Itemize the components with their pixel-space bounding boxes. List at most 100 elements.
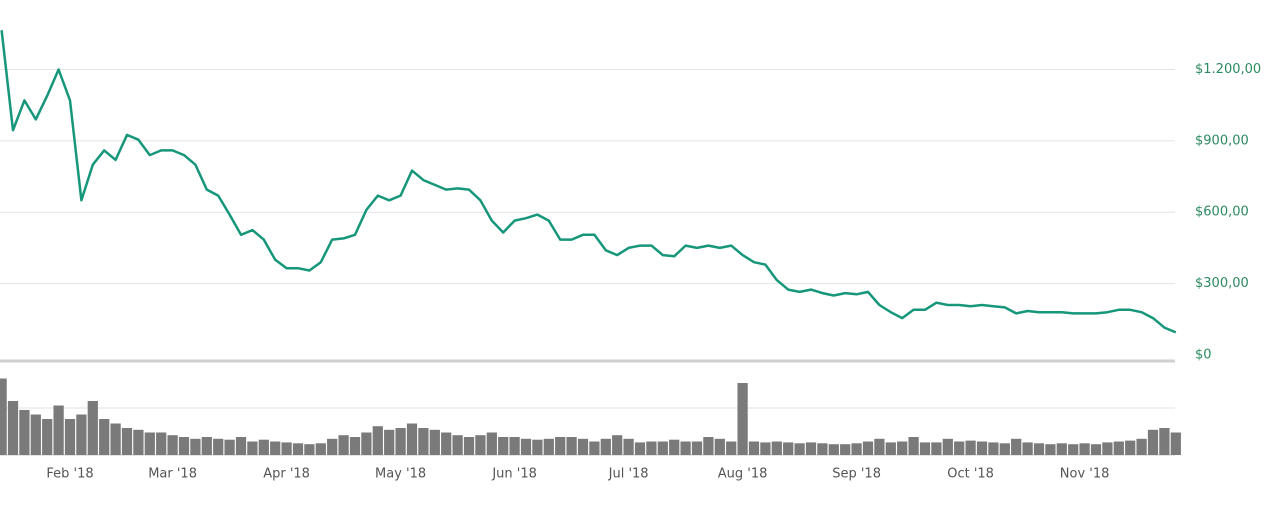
- volume-bar: [475, 435, 486, 455]
- volume-bar: [623, 438, 634, 455]
- volume-bar: [42, 419, 53, 455]
- x-tick-label: Apr '18: [263, 467, 310, 482]
- volume-bar: [315, 443, 326, 455]
- volume-bar: [1079, 443, 1090, 455]
- volume-bar: [520, 438, 532, 455]
- volume-bar: [805, 442, 817, 455]
- volume-bar: [429, 429, 440, 455]
- volume-bar: [794, 443, 805, 455]
- x-tick-label: Nov '18: [1060, 467, 1110, 482]
- volume-bar: [1068, 444, 1079, 455]
- volume-bar: [384, 429, 395, 455]
- x-tick-label: Sep '18: [832, 467, 881, 482]
- volume-bar: [862, 441, 874, 455]
- volume-bar: [144, 432, 155, 455]
- volume-bar: [851, 443, 862, 455]
- x-tick-label: Mar '18: [148, 467, 197, 482]
- volume-bar: [167, 435, 178, 455]
- volume-bar: [270, 441, 281, 455]
- volume-bar: [121, 428, 133, 455]
- volume-bar: [406, 423, 418, 455]
- volume-bar: [76, 414, 87, 455]
- volume-bar: [247, 441, 258, 455]
- volume-bar: [976, 441, 988, 455]
- volume-bar: [156, 432, 167, 455]
- volume-bar: [110, 423, 121, 455]
- volume-bar: [726, 441, 737, 455]
- volume-bar: [566, 437, 577, 455]
- volume-bar: [1170, 432, 1181, 455]
- volume-bar: [714, 438, 725, 455]
- x-tick-label: May '18: [375, 467, 426, 482]
- volume-bar: [281, 442, 292, 455]
- volume-bar: [1033, 443, 1045, 455]
- volume-bar: [190, 438, 201, 455]
- volume-bar: [931, 442, 942, 455]
- volume-bar: [509, 437, 520, 455]
- volume-bar: [817, 443, 828, 455]
- volume-bar: [133, 429, 144, 455]
- volume-bar: [19, 410, 30, 455]
- volume-bar: [828, 444, 839, 455]
- volume-bar: [1102, 442, 1113, 455]
- volume-bar: [213, 438, 224, 455]
- volume-bar: [1056, 443, 1067, 455]
- volume-bar: [338, 435, 349, 455]
- y-tick-label: $1.200,00: [1195, 62, 1261, 77]
- volume-bar: [1147, 429, 1159, 455]
- volume-bar: [600, 438, 611, 455]
- x-tick-label: Jun '18: [491, 467, 537, 482]
- volume-bar: [178, 437, 190, 455]
- volume-bar: [452, 435, 463, 455]
- volume-bar: [771, 441, 782, 455]
- volume-bar: [53, 405, 64, 455]
- price-line: [0, 30, 1177, 334]
- volume-bar: [1022, 442, 1033, 455]
- y-tick-label: $0: [1195, 348, 1212, 363]
- volume-bar: [292, 443, 304, 455]
- volume-bar: [441, 432, 452, 455]
- volume-bar: [760, 442, 771, 455]
- volume-bar: [418, 428, 429, 455]
- volume-bar: [1011, 438, 1022, 455]
- volume-bar: [703, 437, 714, 455]
- volume-bar: [589, 441, 600, 455]
- volume-bar: [7, 401, 19, 455]
- volume-bar: [612, 435, 623, 455]
- volume-bar: [748, 441, 760, 455]
- volume-bar: [0, 378, 7, 455]
- volume-bar: [999, 443, 1010, 455]
- volume-bar: [395, 428, 406, 455]
- volume-bar: [840, 444, 851, 455]
- volume-bar: [1045, 444, 1056, 455]
- volume-bar: [1159, 428, 1170, 455]
- volume-bar: [783, 442, 794, 455]
- volume-bar: [919, 442, 931, 455]
- y-tick-label: $600,00: [1195, 205, 1249, 220]
- volume-bar: [30, 414, 41, 455]
- volume-bar: [555, 437, 566, 455]
- volume-bar: [691, 441, 703, 455]
- volume-bar: [486, 432, 497, 455]
- volume-bar: [737, 383, 748, 455]
- volume-bar: [657, 441, 668, 455]
- volume-bar: [885, 442, 896, 455]
- volume-bar: [646, 441, 657, 455]
- volume-bar: [304, 444, 315, 455]
- volume-bar: [372, 426, 383, 455]
- x-tick-label: Aug '18: [718, 467, 768, 482]
- x-tick-label: Jul '18: [608, 467, 649, 482]
- volume-bar: [258, 439, 269, 455]
- volume-bar: [64, 419, 76, 455]
- volume-bar: [577, 438, 589, 455]
- volume-bar: [634, 442, 646, 455]
- volume-bar: [532, 439, 543, 455]
- volume-bar: [87, 401, 98, 455]
- x-tick-label: Oct '18: [947, 467, 994, 482]
- y-tick-label: $900,00: [1195, 133, 1249, 148]
- volume-bar: [201, 437, 212, 455]
- x-tick-label: Feb '18: [46, 467, 93, 482]
- volume-bar: [1125, 440, 1136, 455]
- volume-bar: [954, 441, 965, 455]
